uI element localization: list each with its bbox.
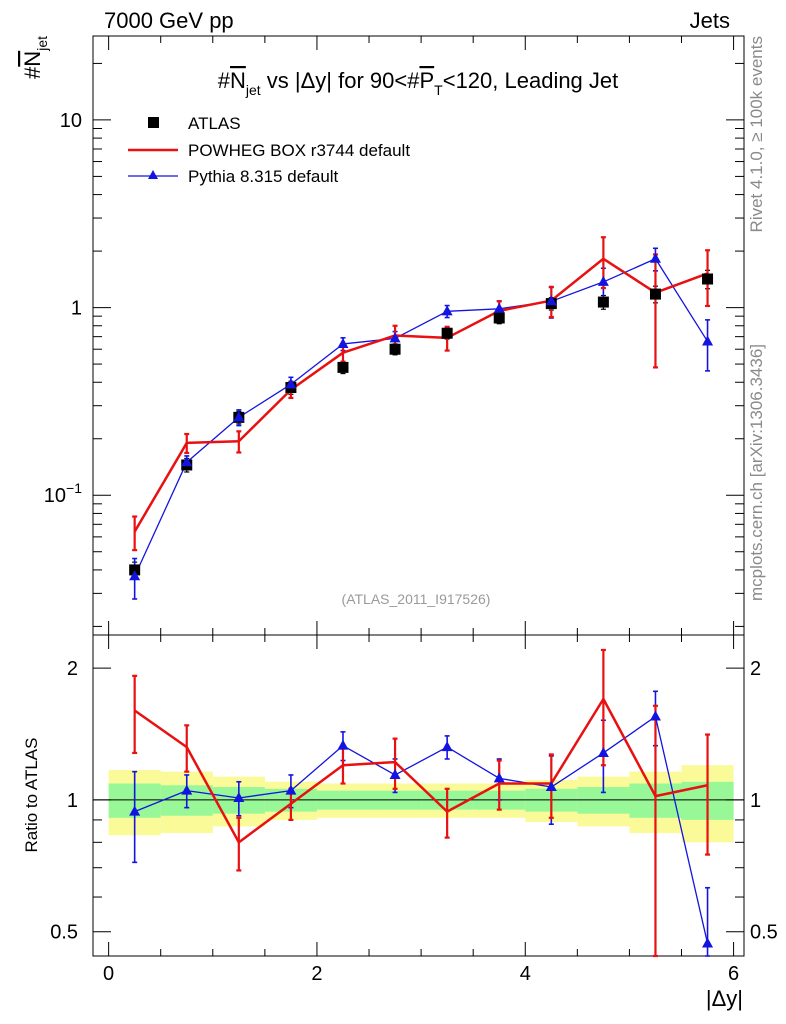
y-axis-label-main: #Njet — [20, 36, 50, 79]
x-tick-label: 6 — [728, 963, 739, 985]
pythia-point — [285, 378, 297, 389]
pythia-ratio-point — [649, 710, 661, 721]
pythia-ratio-line — [134, 715, 709, 944]
x-tick-label: 4 — [520, 963, 531, 985]
powheg-ratio-line — [133, 697, 708, 844]
pythia-point — [337, 337, 349, 348]
pythia-point — [233, 411, 245, 422]
atlas-point — [493, 312, 505, 324]
y-tick-label-main: 10−1 — [44, 480, 82, 507]
pythia-ratio-point — [545, 781, 557, 792]
pythia-ratio-point — [181, 784, 193, 795]
y-tick-label-ratio-right: 1 — [750, 790, 761, 812]
pythia-point — [389, 332, 401, 343]
x-axis-label: |Δy| — [706, 986, 743, 1011]
header-right: Jets — [690, 8, 730, 33]
atlas-point — [389, 343, 401, 355]
legend-pythia-marker — [148, 170, 158, 179]
pythia-point — [441, 305, 453, 316]
y-tick-label-main: 1 — [71, 298, 82, 320]
atlas-point — [649, 288, 661, 300]
series-layer — [129, 236, 714, 958]
x-tick-label: 2 — [311, 963, 322, 985]
y-tick-label-ratio-left: 2 — [67, 658, 78, 680]
chart-title: #Njet vs |Δy| for 90<#PT<120, Leading Je… — [218, 68, 619, 98]
pythia-ratio-point — [233, 791, 245, 802]
legend-atlas-label: ATLAS — [188, 114, 241, 133]
pythia-ratio-point — [702, 937, 714, 948]
y-tick-label-ratio-right: 2 — [750, 658, 761, 680]
powheg-line — [133, 257, 708, 533]
legend-atlas-marker — [148, 117, 159, 128]
header-left: 7000 GeV pp — [104, 8, 234, 33]
y-tick-label-ratio-left: 1 — [67, 790, 78, 812]
pythia-point — [702, 335, 714, 346]
pythia-point — [597, 275, 609, 286]
mcplots-label: mcplots.cern.ch [arXiv:1306.3436] — [747, 344, 766, 601]
legend-pythia-label: Pythia 8.315 default — [188, 167, 339, 186]
atlas-point — [441, 327, 453, 339]
ratio-uncertainty-band — [93, 765, 744, 843]
analysis-watermark: (ATLAS_2011_I917526) — [342, 591, 491, 607]
rivet-label: Rivet 4.1.0, ≥ 100k events — [747, 36, 766, 232]
y-tick-label-ratio-right: 0.5 — [750, 922, 778, 944]
pythia-ratio-point — [337, 739, 349, 750]
pythia-ratio-point — [285, 784, 297, 795]
atlas-point — [129, 564, 141, 576]
pythia-line — [134, 258, 709, 577]
pythia-point — [493, 302, 505, 313]
pythia-point — [181, 456, 193, 467]
pythia-point — [545, 295, 557, 306]
y-tick-label-main: 10 — [60, 110, 82, 132]
pythia-point — [129, 570, 141, 581]
pythia-ratio-point — [597, 746, 609, 757]
atlas-point — [597, 296, 609, 308]
pythia-ratio-point — [389, 768, 401, 779]
y-tick-label-ratio-left: 0.5 — [50, 922, 78, 944]
x-tick-label: 0 — [103, 963, 114, 985]
pythia-point — [649, 252, 661, 263]
axes: 0 2 4 6 10 1 10−1 2 2 1 1 0.5 0.5 — [44, 36, 778, 985]
pythia-ratio-point — [129, 805, 141, 816]
pythia-ratio-point — [441, 741, 453, 752]
ratio-panel-frame — [92, 634, 745, 957]
y-axis-label-ratio: Ratio to ATLAS — [22, 738, 41, 853]
pythia-ratio-point — [493, 772, 505, 783]
legend-powheg-label: POWHEG BOX r3744 default — [188, 141, 410, 160]
legend: ATLAS POWHEG BOX r3744 default Pythia 8.… — [128, 114, 410, 186]
atlas-point — [337, 361, 349, 373]
atlas-point — [702, 273, 714, 285]
